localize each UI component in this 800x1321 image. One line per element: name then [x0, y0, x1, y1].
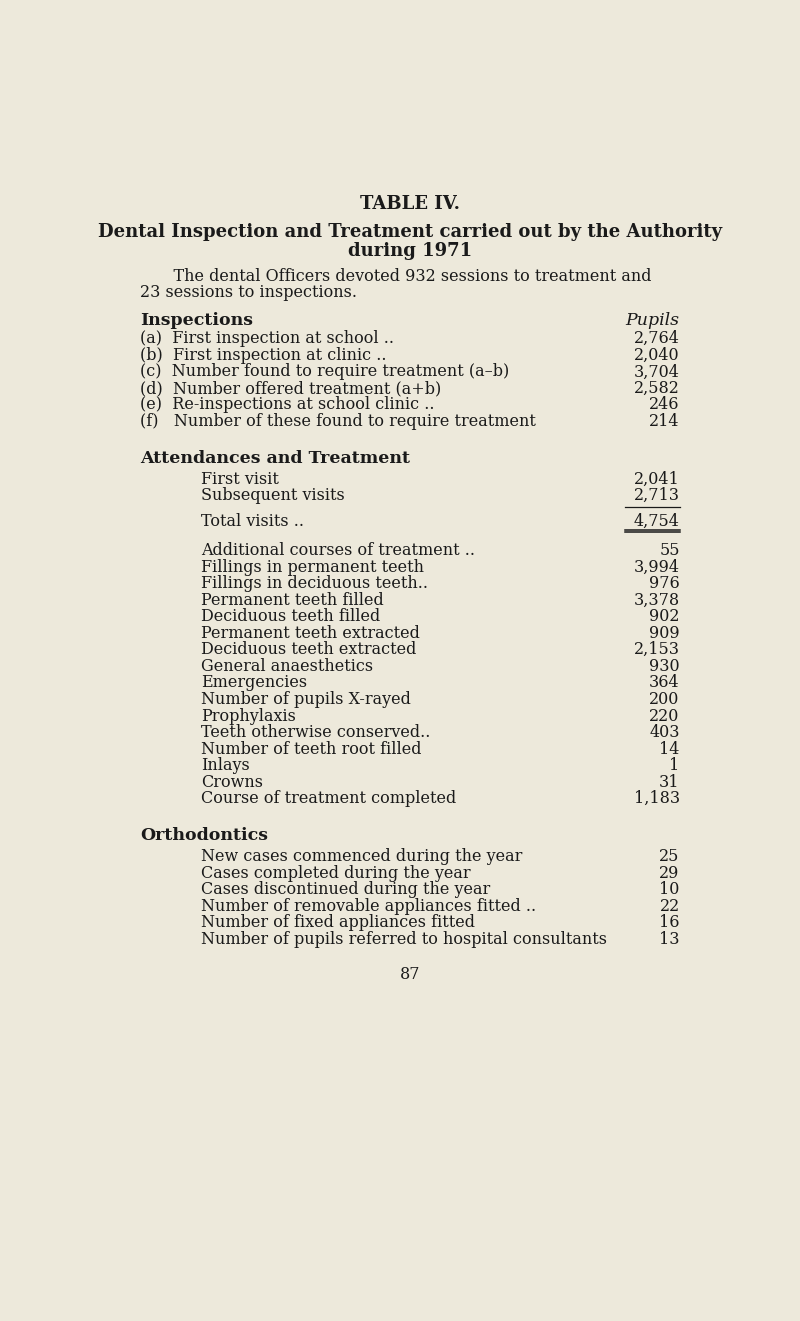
Text: Permanent teeth extracted: Permanent teeth extracted	[201, 625, 420, 642]
Text: The dental Officers devoted 932 sessions to treatment and: The dental Officers devoted 932 sessions…	[153, 268, 651, 285]
Text: 214: 214	[650, 413, 680, 431]
Text: 23 sessions to inspections.: 23 sessions to inspections.	[140, 284, 358, 301]
Text: Number of pupils referred to hospital consultants: Number of pupils referred to hospital co…	[201, 931, 606, 948]
Text: Permanent teeth filled: Permanent teeth filled	[201, 592, 383, 609]
Text: Cases discontinued during the year: Cases discontinued during the year	[201, 881, 490, 898]
Text: Crowns: Crowns	[201, 774, 262, 791]
Text: TABLE IV.: TABLE IV.	[360, 196, 460, 214]
Text: 902: 902	[650, 608, 680, 625]
Text: 2,041: 2,041	[634, 470, 680, 487]
Text: New cases commenced during the year: New cases commenced during the year	[201, 848, 522, 865]
Text: Fillings in deciduous teeth..: Fillings in deciduous teeth..	[201, 575, 428, 592]
Text: 364: 364	[649, 675, 680, 691]
Text: 16: 16	[659, 914, 680, 931]
Text: Deciduous teeth extracted: Deciduous teeth extracted	[201, 641, 416, 658]
Text: 2,040: 2,040	[634, 347, 680, 363]
Text: Orthodontics: Orthodontics	[140, 827, 268, 844]
Text: 3,378: 3,378	[634, 592, 680, 609]
Text: 2,582: 2,582	[634, 380, 680, 396]
Text: Emergencies: Emergencies	[201, 675, 307, 691]
Text: Fillings in permanent teeth: Fillings in permanent teeth	[201, 559, 424, 576]
Text: Deciduous teeth filled: Deciduous teeth filled	[201, 608, 380, 625]
Text: 246: 246	[650, 396, 680, 413]
Text: Teeth otherwise conserved..: Teeth otherwise conserved..	[201, 724, 430, 741]
Text: Cases completed during the year: Cases completed during the year	[201, 865, 470, 881]
Text: Dental Inspection and Treatment carried out by the Authority: Dental Inspection and Treatment carried …	[98, 223, 722, 242]
Text: 220: 220	[650, 708, 680, 724]
Text: Additional courses of treatment ..: Additional courses of treatment ..	[201, 542, 474, 559]
Text: 3,704: 3,704	[634, 363, 680, 380]
Text: (a)  First inspection at school ..: (a) First inspection at school ..	[140, 330, 394, 347]
Text: 22: 22	[659, 898, 680, 914]
Text: Number of fixed appliances fitted: Number of fixed appliances fitted	[201, 914, 474, 931]
Text: Number of pupils X-rayed: Number of pupils X-rayed	[201, 691, 410, 708]
Text: (e)  Re-inspections at school clinic ..: (e) Re-inspections at school clinic ..	[140, 396, 435, 413]
Text: 31: 31	[659, 774, 680, 791]
Text: during 1971: during 1971	[348, 242, 472, 260]
Text: 2,153: 2,153	[634, 641, 680, 658]
Text: Total visits ..: Total visits ..	[201, 513, 304, 530]
Text: First visit: First visit	[201, 470, 278, 487]
Text: Course of treatment completed: Course of treatment completed	[201, 790, 456, 807]
Text: Prophylaxis: Prophylaxis	[201, 708, 296, 724]
Text: 930: 930	[649, 658, 680, 675]
Text: Attendances and Treatment: Attendances and Treatment	[140, 449, 410, 466]
Text: Inspections: Inspections	[140, 312, 254, 329]
Text: Number of removable appliances fitted ..: Number of removable appliances fitted ..	[201, 898, 536, 914]
Text: 2,764: 2,764	[634, 330, 680, 347]
Text: Inlays: Inlays	[201, 757, 250, 774]
Text: 200: 200	[650, 691, 680, 708]
Text: General anaesthetics: General anaesthetics	[201, 658, 373, 675]
Text: 3,994: 3,994	[634, 559, 680, 576]
Text: 10: 10	[659, 881, 680, 898]
Text: Subsequent visits: Subsequent visits	[201, 487, 345, 505]
Text: 55: 55	[659, 542, 680, 559]
Text: 25: 25	[659, 848, 680, 865]
Text: 14: 14	[659, 741, 680, 758]
Text: 976: 976	[649, 575, 680, 592]
Text: 1,183: 1,183	[634, 790, 680, 807]
Text: (c)  Number found to require treatment (a–b): (c) Number found to require treatment (a…	[140, 363, 510, 380]
Text: 13: 13	[659, 931, 680, 948]
Text: Number of teeth root filled: Number of teeth root filled	[201, 741, 422, 758]
Text: 87: 87	[400, 966, 420, 983]
Text: 2,713: 2,713	[634, 487, 680, 505]
Text: (b)  First inspection at clinic ..: (b) First inspection at clinic ..	[140, 347, 387, 363]
Text: (d)  Number offered treatment (a+b): (d) Number offered treatment (a+b)	[140, 380, 442, 396]
Text: (f)   Number of these found to require treatment: (f) Number of these found to require tre…	[140, 413, 536, 431]
Text: Pupils: Pupils	[626, 312, 680, 329]
Text: 403: 403	[650, 724, 680, 741]
Text: 909: 909	[649, 625, 680, 642]
Text: 4,754: 4,754	[634, 513, 680, 530]
Text: 29: 29	[659, 865, 680, 881]
Text: 1: 1	[670, 757, 680, 774]
